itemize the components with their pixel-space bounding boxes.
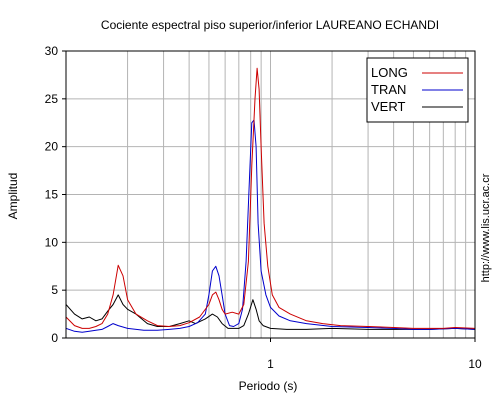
- legend: LONG TRAN VERT: [366, 57, 469, 123]
- y-tick-label: 5: [51, 283, 58, 297]
- x-axis-label: Periodo (s): [239, 379, 298, 393]
- x-axis-ticks: 1 10: [267, 338, 482, 371]
- series-lines: [66, 67, 475, 333]
- y-tick-label: 10: [45, 235, 59, 249]
- y-axis-ticks: 0 5 10 15 20 25 30: [45, 44, 66, 345]
- y-axis-label: Amplitud: [6, 173, 20, 220]
- y-tick-label: 20: [45, 140, 59, 154]
- legend-label-vert: VERT: [371, 99, 405, 114]
- y-tick-label: 15: [45, 188, 59, 202]
- series-line-tran: [66, 119, 475, 333]
- x-tick-label: 1: [267, 357, 274, 371]
- legend-label-long: LONG: [371, 65, 408, 80]
- x-tick-label: 10: [468, 357, 482, 371]
- y-tick-label: 30: [45, 44, 59, 58]
- series-line-vert: [66, 294, 475, 330]
- chart-title: Cociente espectral piso superior/inferio…: [101, 18, 439, 32]
- legend-label-tran: TRAN: [371, 82, 406, 97]
- y-tick-label: 0: [51, 331, 58, 345]
- watermark-url: http://www.lis.ucr.ac.cr: [480, 173, 492, 282]
- series-line-long: [66, 67, 475, 329]
- y-tick-label: 25: [45, 92, 59, 106]
